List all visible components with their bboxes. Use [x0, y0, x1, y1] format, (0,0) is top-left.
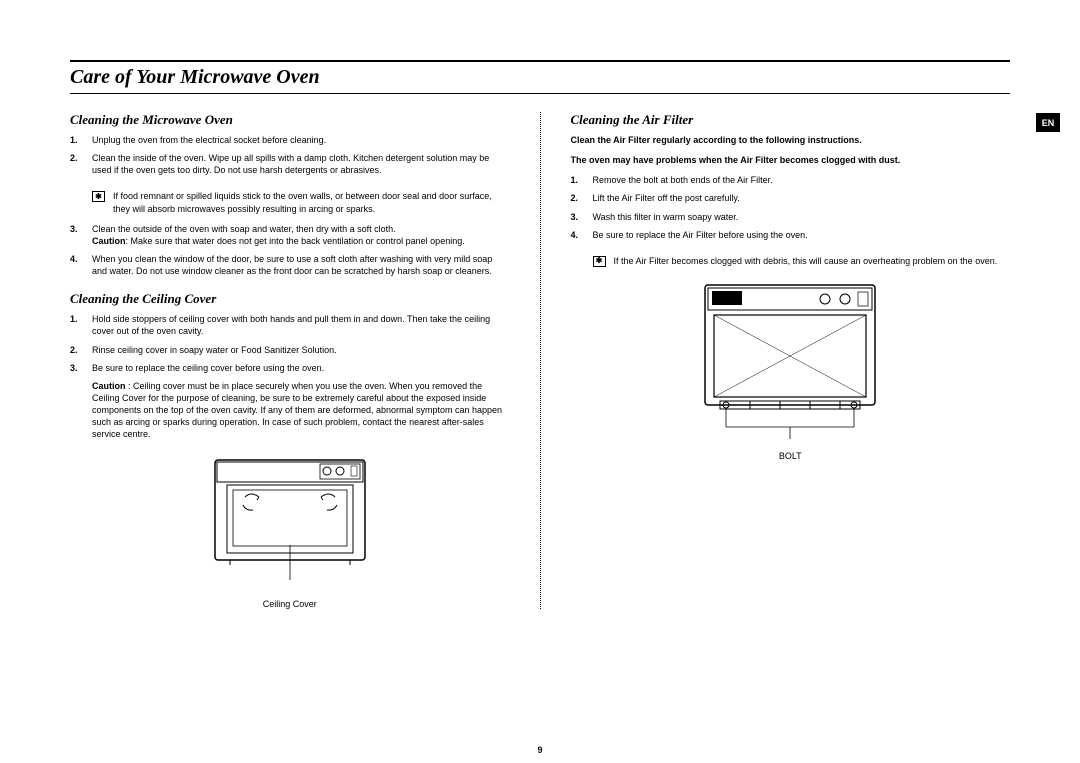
steps-air-filter: 1. Remove the bolt at both ends of the A… — [571, 174, 1011, 241]
step-number: 2. — [571, 192, 579, 204]
step-text: Wash this filter in warm soapy water. — [593, 212, 739, 222]
column-divider — [540, 112, 541, 609]
step-item: 4. Be sure to replace the Air Filter bef… — [571, 229, 1011, 241]
steps-cleaning-oven: 1. Unplug the oven from the electrical s… — [70, 134, 510, 176]
note-text: If food remnant or spilled liquids stick… — [113, 190, 510, 214]
figure-air-filter: BOLT — [571, 277, 1011, 461]
step-number: 3. — [70, 223, 78, 235]
step-item: 2. Clean the inside of the oven. Wipe up… — [70, 152, 510, 176]
step-number: 4. — [571, 229, 579, 241]
note-icon: ✱ — [593, 256, 606, 267]
step-item: 2. Rinse ceiling cover in soapy water or… — [70, 344, 510, 356]
top-rule — [70, 60, 1010, 62]
caution-label: Caution — [92, 381, 126, 391]
figure-label: Ceiling Cover — [70, 599, 510, 609]
step-text: Remove the bolt at both ends of the Air … — [593, 175, 773, 185]
step-item: 3. Be sure to replace the ceiling cover … — [70, 362, 510, 374]
caution-text: : Ceiling cover must be in place securel… — [92, 381, 502, 440]
step-item: 2. Lift the Air Filter off the post care… — [571, 192, 1011, 204]
step-text: Be sure to replace the Air Filter before… — [593, 230, 808, 240]
note-text: If the Air Filter becomes clogged with d… — [614, 255, 998, 267]
figure-ceiling-cover: Ceiling Cover — [70, 455, 510, 609]
steps-ceiling-cover: 1. Hold side stoppers of ceiling cover w… — [70, 313, 510, 440]
step-text: Lift the Air Filter off the post careful… — [593, 193, 740, 203]
step-text: Clean the inside of the oven. Wipe up al… — [92, 153, 489, 175]
section-head-ceiling-cover: Cleaning the Ceiling Cover — [70, 291, 510, 307]
content-columns: Cleaning the Microwave Oven 1. Unplug th… — [70, 112, 1010, 609]
intro-bold-2: The oven may have problems when the Air … — [571, 154, 1011, 166]
step-text: Rinse ceiling cover in soapy water or Fo… — [92, 345, 337, 355]
step-item: 3. Wash this filter in warm soapy water. — [571, 211, 1011, 223]
note-row: ✱ If the Air Filter becomes clogged with… — [593, 255, 1011, 267]
microwave-open-icon — [205, 455, 375, 595]
step-text: Hold side stoppers of ceiling cover with… — [92, 314, 490, 336]
step-text: Unplug the oven from the electrical sock… — [92, 135, 326, 145]
step-item: 3. Clean the outside of the oven with so… — [70, 223, 510, 247]
step-number: 2. — [70, 344, 78, 356]
figure-label: BOLT — [571, 451, 1011, 461]
right-column: Cleaning the Air Filter Clean the Air Fi… — [571, 112, 1011, 609]
step-number: 3. — [70, 362, 78, 374]
step-text: When you clean the window of the door, b… — [92, 254, 492, 276]
note-row: ✱ If food remnant or spilled liquids sti… — [92, 190, 510, 214]
step-item: 1. Remove the bolt at both ends of the A… — [571, 174, 1011, 186]
step-text: Be sure to replace the ceiling cover bef… — [92, 363, 324, 373]
microwave-closed-icon — [690, 277, 890, 447]
section-head-air-filter: Cleaning the Air Filter — [571, 112, 1011, 128]
step-item: 1. Hold side stoppers of ceiling cover w… — [70, 313, 510, 337]
intro-bold-1: Clean the Air Filter regularly according… — [571, 134, 1011, 146]
step-item: Caution : Ceiling cover must be in place… — [70, 380, 510, 441]
left-column: Cleaning the Microwave Oven 1. Unplug th… — [70, 112, 510, 609]
section-head-cleaning-oven: Cleaning the Microwave Oven — [70, 112, 510, 128]
step-text: Clean the outside of the oven with soap … — [92, 224, 396, 234]
step-number: 4. — [70, 253, 78, 265]
page-number: 9 — [537, 745, 542, 755]
page-title: Care of Your Microwave Oven — [70, 66, 1010, 91]
step-number: 1. — [571, 174, 579, 186]
step-number: 3. — [571, 211, 579, 223]
step-number: 2. — [70, 152, 78, 164]
step-number: 1. — [70, 134, 78, 146]
note-icon: ✱ — [92, 191, 105, 202]
step-number: 1. — [70, 313, 78, 325]
step-item: 4. When you clean the window of the door… — [70, 253, 510, 277]
step-text: Caution : Ceiling cover must be in place… — [92, 381, 502, 440]
step-item: 1. Unplug the oven from the electrical s… — [70, 134, 510, 146]
caution-text: : Make sure that water does not get into… — [126, 236, 465, 246]
caution-label: Caution — [92, 236, 126, 246]
title-rule — [70, 93, 1010, 94]
steps-cleaning-oven-cont: 3. Clean the outside of the oven with so… — [70, 223, 510, 278]
language-tab: EN — [1036, 113, 1060, 132]
